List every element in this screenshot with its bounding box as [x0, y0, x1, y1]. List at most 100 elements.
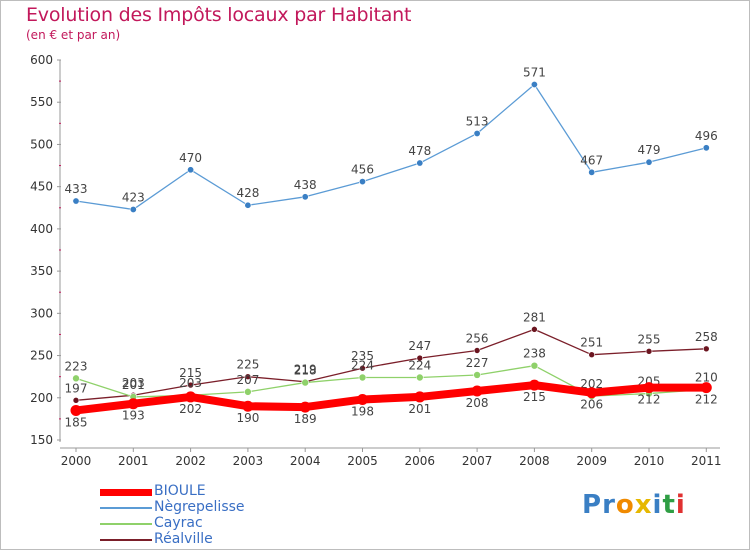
x-tick-label-2001: 2001 [118, 454, 149, 468]
data-label-realville-2009: 251 [580, 336, 603, 350]
point-negrepelisse-2005 [358, 178, 366, 186]
data-label-bioule-2008: 215 [523, 390, 546, 404]
data-label-negrepelisse-2001: 423 [122, 190, 145, 204]
point-negrepelisse-2009 [588, 168, 596, 176]
point-bioule-2005 [357, 393, 368, 405]
x-tick-label-2006: 2006 [405, 454, 436, 468]
point-negrepelisse-2001 [129, 205, 137, 213]
point-realville-2005 [359, 364, 366, 372]
point-cayrac-2005 [358, 373, 367, 382]
legend-label-bioule: BIOULE [154, 483, 206, 499]
data-label-negrepelisse-2009: 467 [580, 153, 603, 167]
data-label-cayrac-2005: 224 [351, 359, 374, 373]
y-tick-label-500: 500 [30, 137, 53, 151]
legend-swatch-bioule [100, 489, 152, 496]
data-label-cayrac-2011: 210 [695, 370, 718, 384]
x-tick-label-2004: 2004 [290, 454, 321, 468]
point-bioule-2008 [528, 379, 540, 391]
y-tick-label-400: 400 [30, 222, 53, 236]
point-negrepelisse-2003 [244, 201, 252, 209]
y-tick-label-250: 250 [30, 349, 53, 363]
point-realville-2000 [72, 397, 80, 404]
data-label-bioule-2004: 189 [294, 412, 317, 426]
series-line-realville [75, 328, 707, 401]
point-realville-2011 [702, 345, 710, 353]
x-tick-label-2000: 2000 [61, 454, 92, 468]
legend-item-cayrac: Cayrac [100, 515, 360, 532]
point-cayrac-2003 [244, 388, 252, 396]
data-label-realville-2005: 235 [351, 349, 374, 363]
point-realville-2010 [645, 348, 653, 355]
data-label-bioule-2002: 202 [179, 402, 202, 416]
data-label-bioule-2001: 193 [122, 409, 145, 423]
series-line-bioule [72, 381, 711, 415]
y-tick-label-150: 150 [30, 433, 53, 447]
series-line-negrepelisse [75, 83, 707, 211]
point-cayrac-2000 [72, 374, 80, 383]
data-label-cayrac-2002: 203 [179, 376, 202, 390]
data-label-bioule-2003: 190 [236, 411, 259, 425]
chart-title: Evolution des Impôts locaux par Habitant [26, 4, 412, 26]
data-label-cayrac-2007: 227 [466, 356, 489, 370]
legend-label-realville: Réalville [154, 531, 213, 547]
data-label-negrepelisse-2003: 428 [236, 186, 259, 200]
y-tick-label-450: 450 [30, 180, 53, 194]
point-realville-2009 [588, 351, 596, 359]
data-label-realville-2004: 219 [294, 363, 317, 377]
data-label-bioule-2005: 198 [351, 404, 374, 418]
point-cayrac-2007 [473, 371, 481, 379]
point-bioule-2002 [185, 391, 197, 403]
point-realville-2003 [244, 373, 252, 380]
data-label-negrepelisse-2011: 496 [695, 129, 718, 143]
data-label-bioule-2000: 185 [65, 415, 88, 429]
point-negrepelisse-2004 [301, 193, 309, 201]
data-label-realville-2000: 197 [65, 381, 88, 395]
legend-item-realville: Réalville [100, 531, 360, 548]
data-label-negrepelisse-2010: 479 [638, 143, 661, 157]
chart-subtitle: (en € et par an) [26, 28, 121, 42]
point-bioule-2000 [70, 404, 82, 416]
x-tick-label-2003: 2003 [233, 454, 264, 468]
data-label-realville-2010: 255 [638, 332, 661, 346]
data-label-negrepelisse-2002: 470 [179, 151, 202, 165]
point-realville-2007 [473, 347, 481, 354]
data-label-realville-2001: 203 [122, 376, 145, 390]
point-realville-2008 [531, 326, 538, 333]
point-realville-2002 [187, 381, 194, 389]
legend-item-bioule: BIOULE [100, 483, 360, 500]
data-label-bioule-2011: 212 [695, 393, 718, 407]
data-label-realville-2011: 258 [695, 330, 718, 344]
x-tick-label-2005: 2005 [347, 454, 378, 468]
point-negrepelisse-2008 [530, 80, 538, 88]
point-bioule-2003 [242, 400, 254, 412]
legend-swatch-realville [100, 539, 152, 541]
point-negrepelisse-2000 [72, 197, 80, 205]
y-tick-label-350: 350 [30, 264, 53, 278]
data-label-cayrac-2000: 223 [65, 359, 88, 373]
data-label-bioule-2006: 201 [408, 402, 431, 416]
proxiti-logo: Proxiti [582, 490, 686, 520]
data-label-cayrac-2006: 224 [408, 359, 431, 373]
legend-item-negrepelisse: Nègrepelisse [100, 499, 360, 516]
data-label-negrepelisse-2007: 513 [466, 114, 489, 128]
y-tick-label-550: 550 [30, 95, 53, 109]
point-cayrac-2006 [415, 373, 424, 382]
y-tick-label-600: 600 [30, 53, 53, 67]
point-cayrac-2008 [530, 361, 539, 370]
x-tick-label-2002: 2002 [175, 454, 206, 468]
data-label-negrepelisse-2000: 433 [65, 182, 88, 196]
data-label-realville-2002: 215 [179, 366, 202, 380]
x-tick-label-2008: 2008 [519, 454, 550, 468]
point-bioule-2010 [643, 382, 655, 394]
data-label-realville-2007: 256 [466, 331, 489, 345]
legend-swatch-cayrac [100, 523, 152, 525]
point-negrepelisse-2011 [702, 144, 710, 152]
point-realville-2006 [416, 354, 424, 362]
point-bioule-2001 [127, 398, 139, 410]
data-label-bioule-2007: 208 [466, 396, 489, 410]
data-label-negrepelisse-2006: 478 [408, 144, 431, 158]
point-bioule-2004 [299, 401, 311, 413]
point-bioule-2011 [700, 382, 712, 394]
point-bioule-2006 [414, 391, 426, 403]
